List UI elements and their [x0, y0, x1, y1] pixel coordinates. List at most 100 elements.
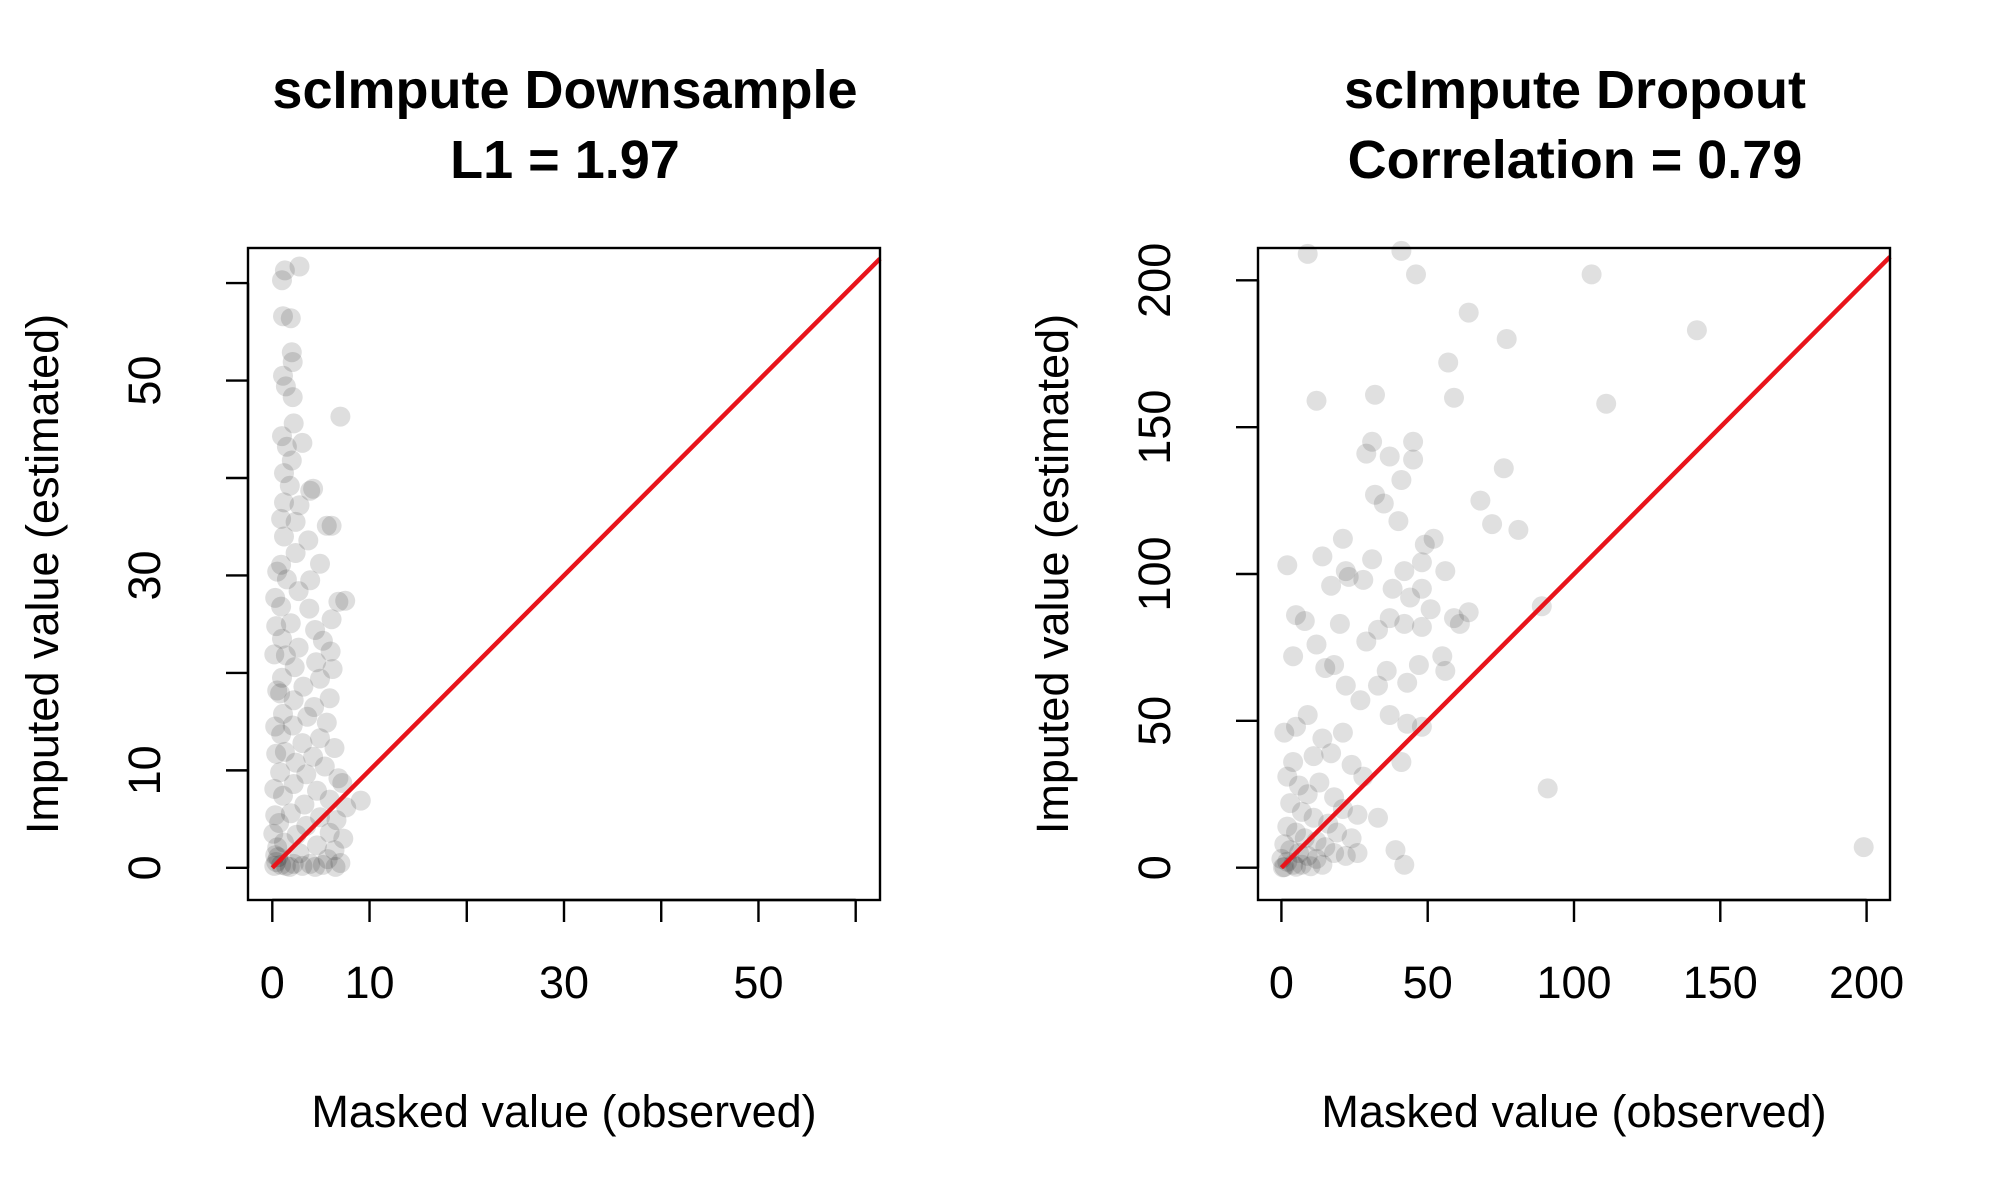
data-point [300, 570, 321, 591]
data-point [274, 741, 295, 762]
data-point [272, 667, 292, 688]
data-point [1283, 752, 1304, 772]
data-point [1335, 561, 1356, 582]
data-point [1306, 848, 1327, 869]
data-point [307, 835, 327, 856]
data-point [281, 450, 302, 471]
x-tick-label: 0 [1269, 957, 1294, 1008]
data-point [1324, 787, 1345, 808]
data-point [316, 712, 337, 733]
data-point [333, 828, 354, 849]
y-tick-label: 100 [1129, 536, 1180, 611]
data-point [1408, 655, 1429, 675]
panel-downsample-points [263, 256, 371, 877]
data-point [274, 526, 294, 547]
data-point [350, 790, 371, 811]
data-point [325, 856, 346, 877]
data-point [1435, 561, 1456, 582]
data-point [1537, 778, 1558, 799]
data-point [335, 590, 356, 611]
data-point [274, 832, 294, 853]
data-point [267, 837, 288, 858]
data-point [316, 515, 337, 536]
data-point [1294, 828, 1315, 849]
data-point [274, 463, 294, 484]
data-point [1581, 264, 1602, 285]
data-point [336, 797, 357, 818]
data-point [267, 680, 288, 701]
y-tick-label: 0 [119, 855, 170, 880]
panel-dropout-y-axis: 0 50 100 150 200 [1129, 243, 1260, 880]
data-point [1686, 320, 1707, 341]
data-point [275, 376, 296, 397]
data-point [1332, 528, 1353, 549]
data-point [1385, 840, 1406, 861]
data-point [292, 432, 313, 453]
data-point [1291, 801, 1312, 822]
data-point [322, 659, 343, 679]
x-tick-label: 50 [1403, 957, 1453, 1008]
y-tick-label: 30 [119, 550, 170, 600]
data-point [274, 260, 295, 281]
y-tick-label: 200 [1129, 243, 1180, 318]
data-point [1291, 854, 1312, 875]
data-point [297, 706, 318, 727]
data-point [1297, 784, 1318, 805]
y-tick-label: 50 [119, 356, 170, 406]
data-point [1289, 775, 1309, 796]
data-point [263, 823, 284, 844]
data-point [1397, 713, 1418, 734]
data-point [285, 543, 306, 563]
data-point [265, 805, 286, 826]
data-point [282, 387, 303, 408]
panel-dropout-subtitle: Correlation = 0.79 [1348, 130, 1803, 190]
panel-downsample-x-axis: 0 10 30 50 [260, 898, 857, 1008]
data-point [283, 690, 304, 711]
data-point [1312, 854, 1333, 875]
data-point [296, 764, 317, 785]
data-point [332, 773, 353, 793]
data-point [274, 492, 294, 513]
data-point [1373, 493, 1394, 514]
data-point [1277, 816, 1298, 837]
data-point [271, 596, 292, 617]
x-tick-label: 30 [539, 957, 589, 1008]
data-point [279, 475, 300, 496]
data-point [1347, 804, 1368, 825]
data-point [305, 856, 326, 877]
data-point [1353, 569, 1374, 590]
data-point [264, 778, 285, 799]
data-point [304, 697, 325, 717]
data-point [298, 530, 319, 551]
data-point [310, 728, 330, 749]
data-point [293, 676, 314, 697]
data-point [1482, 514, 1503, 535]
data-point [1286, 605, 1306, 626]
data-point [1458, 302, 1479, 323]
data-point [1312, 728, 1333, 749]
data-point [319, 822, 340, 843]
data-point [1286, 856, 1306, 877]
data-point [1335, 675, 1356, 696]
data-point [284, 657, 305, 678]
data-point [1321, 575, 1342, 596]
data-point [1356, 443, 1377, 464]
data-point [271, 508, 292, 529]
data-point [1423, 528, 1444, 549]
data-point [330, 406, 351, 427]
data-point [270, 683, 291, 704]
data-point [294, 794, 315, 815]
data-point [320, 641, 341, 662]
data-point [275, 645, 296, 666]
data-point [276, 436, 297, 457]
panel-dropout-x-label: Masked value (observed) [1321, 1086, 1826, 1137]
data-point [1391, 752, 1412, 772]
data-point [1394, 854, 1415, 875]
data-point [1303, 746, 1324, 767]
data-point [272, 426, 292, 447]
data-point [328, 591, 349, 612]
data-point [266, 616, 287, 637]
data-point [300, 480, 321, 501]
panel-downsample-y-axis: 0 10 30 50 [119, 281, 250, 880]
data-point [305, 620, 326, 640]
